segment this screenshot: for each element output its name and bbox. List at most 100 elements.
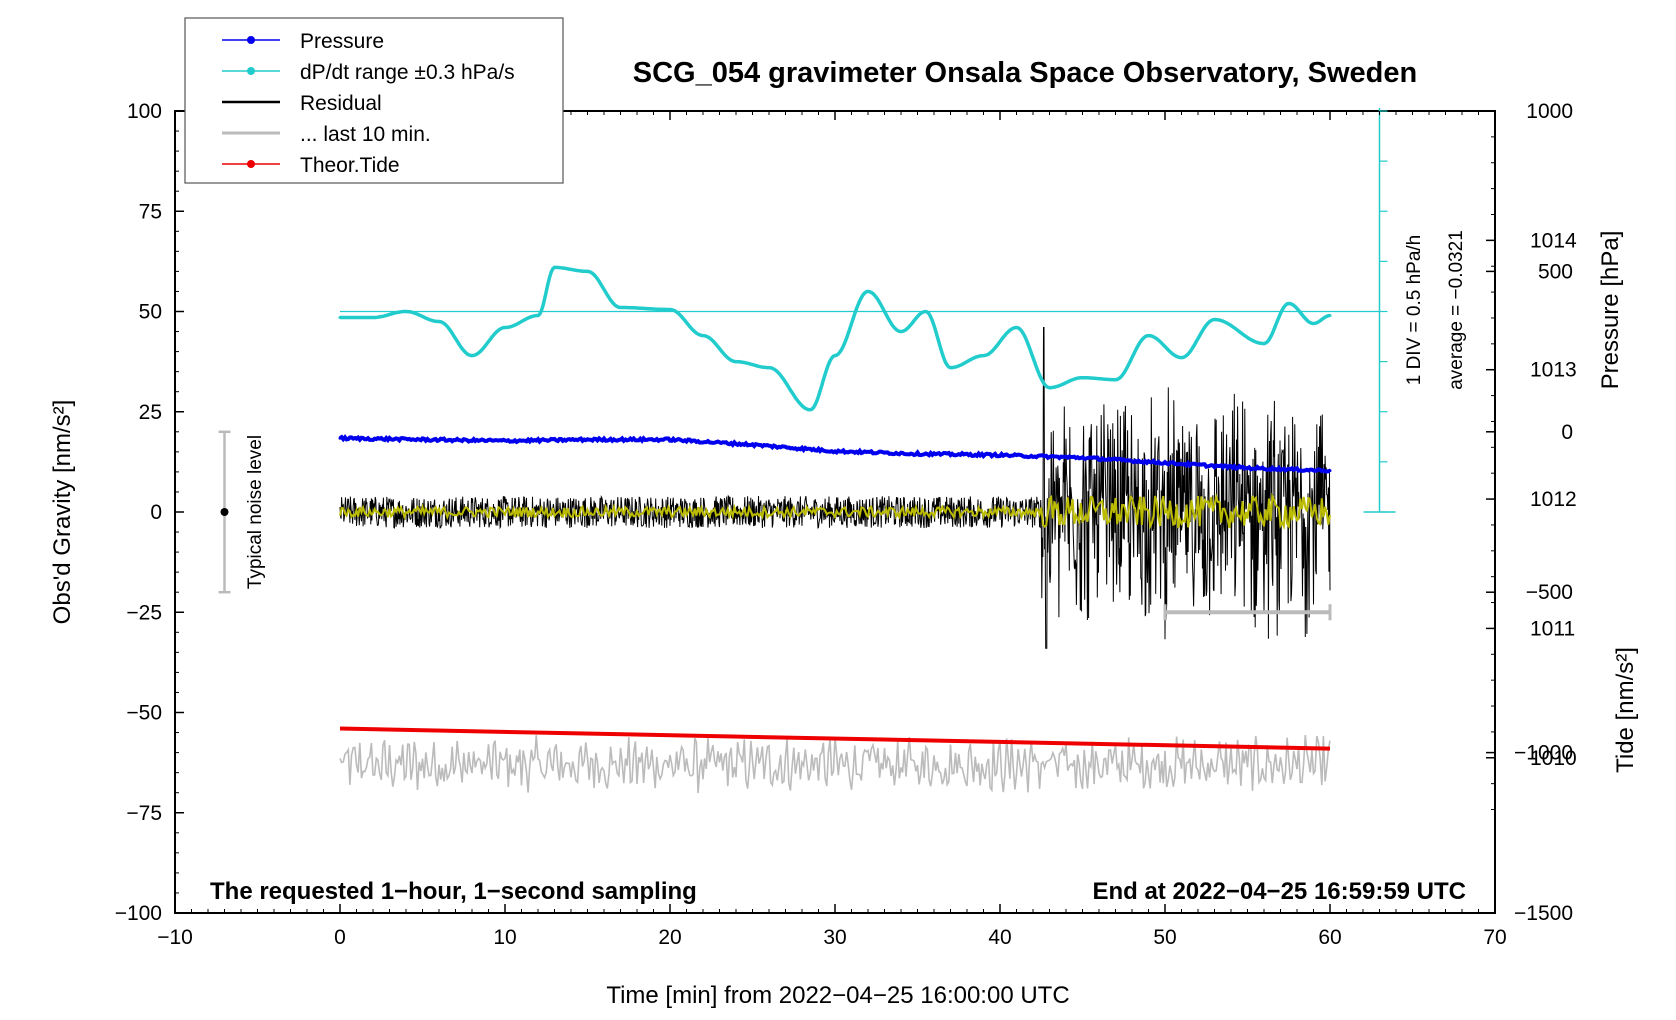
pressure-point [338,436,342,440]
noise-label: Typical noise level [245,435,266,589]
dpdt-point [404,310,408,313]
pressure-point [751,443,754,447]
pressure-point [916,452,919,456]
legend-dot-tide [247,160,255,168]
dpdt-point [1312,322,1315,326]
dpdt-point [833,354,837,358]
pressure-tick-label: 1013 [1530,359,1577,382]
x-tick-label: 50 [1153,926,1176,949]
legend: Pressure dP/dt range ±0.3 hPa/s Residual… [184,17,564,184]
x-tick-label: 20 [658,926,681,949]
pressure-point [833,449,837,453]
series-dpdt [340,265,1331,412]
pressure-tick-label: 1010 [1530,747,1577,770]
legend-dot-dpdt [247,67,255,75]
dpdt-point [553,265,556,269]
pressure-tick-label: 1011 [1530,617,1575,640]
series-layer [218,108,1396,794]
pressure-point [668,438,672,442]
pressure-point [503,439,507,443]
pressure-point [1246,466,1249,470]
dpdt-point [1328,314,1332,318]
dpdt-point [503,326,507,330]
legend-label-residual: Residual [300,92,382,115]
bottom-right-note: End at 2022−04−25 16:59:59 UTC [1092,878,1466,905]
dpdt-point [808,408,812,412]
dpdt-point [338,316,342,320]
dpdt-point [924,310,928,313]
legend-box [184,17,564,184]
legend-label-dpdt: dP/dt range ±0.3 hPa/s [300,61,515,84]
dpdt-point [701,334,705,338]
x-tick-label: 30 [823,926,846,949]
y-tick-label: 0 [150,501,162,524]
pressure-point [1163,461,1167,465]
dpdt-point [437,320,441,324]
pressure-tick-label: 1014 [1530,229,1577,252]
x-tick-label: −10 [157,926,193,949]
dpdt-point [982,354,985,358]
dpdt-point [1180,356,1183,360]
y-tick-label: −100 [115,902,162,925]
pressure-point [1328,469,1332,473]
x-tick-label: 70 [1483,926,1506,949]
series-residual [339,327,1331,649]
tide-tick-label: 0 [1561,421,1573,444]
dpdt-point [668,307,672,311]
axes-layer: −10 0 10 20 30 40 50 60 701007550250−25−50−75−10… [115,100,1577,949]
series-residual-smoothed [339,492,1331,531]
legend-label-last10: ... last 10 min. [300,123,431,146]
dpdt-point [619,305,622,309]
y-axis-label-tide: Tide [nm/s²] [1612,647,1639,773]
y-tick-label: −50 [126,702,162,725]
dpdt-point [1081,376,1084,380]
bottom-left-note: The requested 1−hour, 1−second sampling [210,878,697,905]
legend-dot-pressure [247,36,255,44]
x-axis-label: Time [min] from 2022−04−25 16:00:00 UTC [606,982,1069,1009]
average-label: average = −0.0321 [1446,230,1467,390]
x-tick-label: 0 [334,926,346,949]
dpdt-point [734,360,738,364]
chart-title: SCG_054 gravimeter Onsala Space Observat… [633,57,1417,89]
legend-label-pressure: Pressure [300,30,384,53]
tide-tick-label: 1000 [1526,100,1573,123]
y-tick-label: −25 [126,601,162,624]
pressure-point [998,453,1002,457]
pressure-point [1081,456,1084,460]
dpdt-point [1114,378,1117,382]
dpdt-point [470,354,474,358]
pressure-point [421,438,424,442]
y-tick-label: −75 [126,802,162,825]
legend-label-tide: Theor.Tide [300,154,400,177]
series-theor-tide [339,726,1331,751]
dpdt-point [949,366,952,370]
pressure-point [586,438,589,442]
y-tick-label: 25 [139,401,162,424]
dpdt-point [899,330,903,334]
div-label: 1 DIV = 0.5 hPa/h [1404,235,1425,386]
dpdt-point [1213,318,1216,322]
y-tick-label: 75 [139,200,162,223]
y-tick-label: 100 [127,100,162,123]
dpdt-point [1015,326,1018,330]
dpdt-point [371,316,375,320]
pressure-tick-label: 1012 [1530,488,1577,511]
dpdt-point [536,314,540,318]
x-tick-label: 60 [1318,926,1341,949]
dpdt-point [1262,342,1266,346]
dpdt-point [586,269,589,273]
tide-tick-label: −1000 [1514,742,1573,765]
dpdt-point [866,289,870,293]
x-tick-label: 40 [988,926,1011,949]
dpdt-point [1287,301,1291,305]
x-tick-label: 10 [493,926,516,949]
noise-center-dot [220,508,229,516]
tide-tick-label: 500 [1538,260,1573,283]
dpdt-point [1048,386,1051,390]
dpdt-point [1147,334,1150,338]
tide-tick-label: −500 [1526,581,1573,604]
tide-tick-label: −1500 [1514,902,1573,925]
y-axis-label-pressure: Pressure [hPa] [1597,231,1624,390]
y-axis-label-gravity: Obs'd Gravity [nm/s²] [49,400,76,625]
